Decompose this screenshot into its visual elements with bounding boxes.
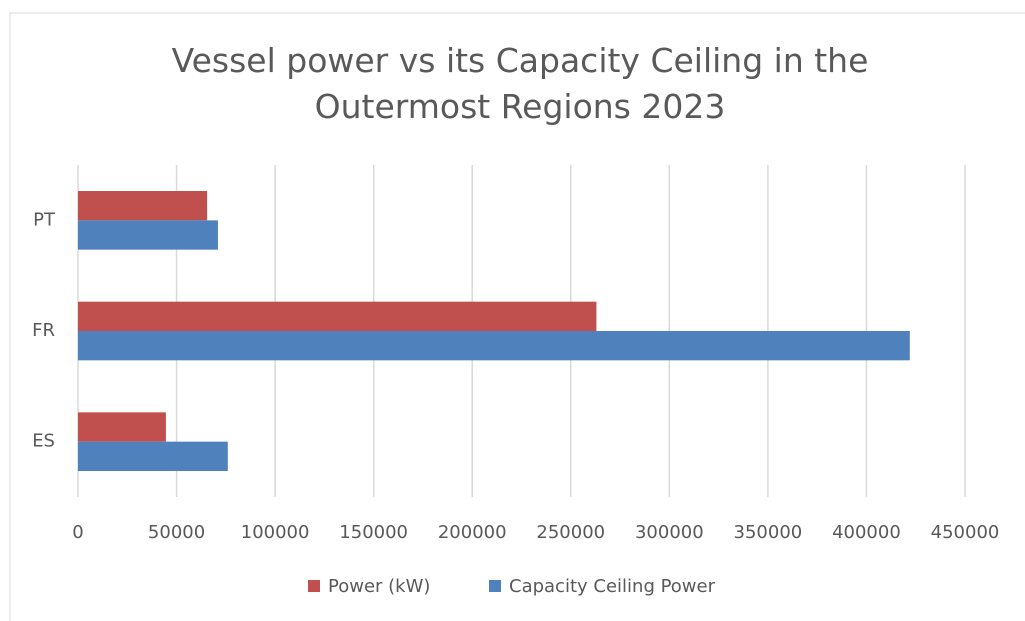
legend-label: Power (kW) — [328, 576, 430, 597]
bar — [78, 220, 218, 250]
bar — [78, 301, 597, 331]
x-tick-label: 400000 — [832, 522, 901, 543]
y-tick-label: ES — [32, 431, 55, 452]
bar — [78, 441, 228, 471]
legend-swatch — [308, 580, 320, 592]
bar — [78, 331, 910, 361]
y-tick-label: FR — [32, 320, 55, 341]
x-tick-label: 300000 — [635, 522, 704, 543]
chart-border — [9, 12, 1025, 621]
bar — [78, 191, 208, 221]
x-tick-label: 250000 — [536, 522, 605, 543]
x-tick-label: 450000 — [931, 522, 1000, 543]
x-tick-label: 0 — [72, 522, 83, 543]
legend-label: Capacity Ceiling Power — [509, 576, 716, 597]
chart-title: Vessel power vs its Capacity Ceiling in … — [171, 41, 869, 126]
x-tick-label: 150000 — [339, 522, 408, 543]
x-tick-label: 200000 — [438, 522, 507, 543]
bar — [78, 412, 166, 442]
x-tick-label: 50000 — [148, 522, 205, 543]
x-tick-label: 350000 — [734, 522, 803, 543]
legend-swatch — [489, 580, 501, 592]
x-tick-label: 100000 — [241, 522, 310, 543]
y-tick-label: PT — [33, 209, 56, 230]
